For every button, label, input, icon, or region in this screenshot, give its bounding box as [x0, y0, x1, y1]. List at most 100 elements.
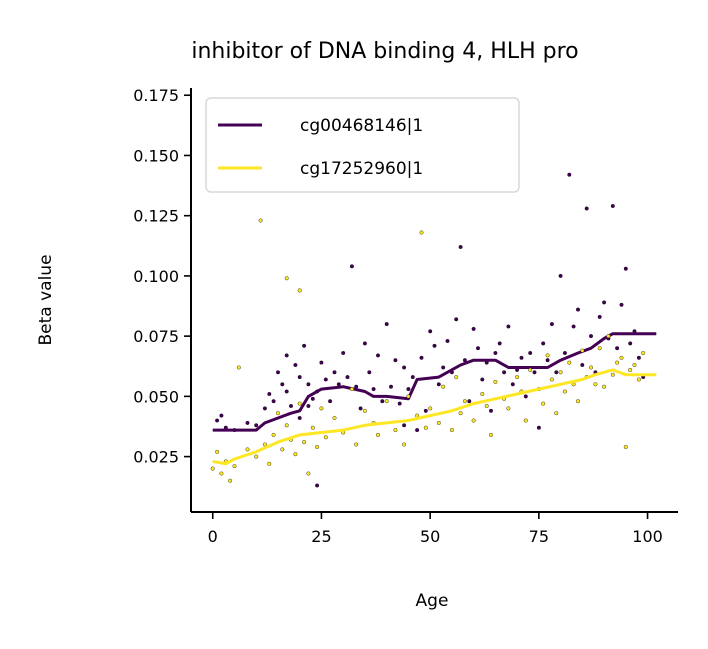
- data-point: [545, 353, 550, 358]
- data-point: [245, 447, 250, 452]
- data-point: [436, 382, 441, 387]
- data-point: [332, 370, 337, 375]
- data-point: [567, 360, 572, 365]
- data-point: [341, 351, 346, 355]
- data-point: [393, 428, 398, 433]
- data-point: [302, 440, 307, 445]
- data-point: [597, 314, 602, 319]
- data-point: [232, 464, 237, 469]
- data-point: [358, 406, 363, 411]
- data-point: [215, 449, 220, 454]
- data-point: [384, 399, 389, 404]
- data-point: [515, 375, 520, 380]
- data-point: [528, 367, 533, 372]
- data-point: [536, 425, 541, 430]
- data-point: [276, 411, 280, 416]
- data-point: [267, 392, 272, 396]
- data-point: [549, 322, 554, 327]
- data-point: [506, 406, 511, 411]
- data-point: [593, 382, 598, 387]
- data-point: [445, 339, 450, 343]
- data-point: [484, 404, 489, 408]
- data-point: [362, 341, 367, 346]
- data-point: [432, 343, 437, 348]
- data-point: [328, 399, 333, 404]
- data-point: [558, 273, 563, 278]
- data-point: [384, 322, 389, 327]
- data-point: [228, 478, 233, 483]
- data-point: [406, 394, 411, 399]
- data-point: [280, 447, 285, 452]
- data-point: [523, 418, 528, 423]
- data-point: [571, 324, 576, 329]
- data-point: [576, 399, 580, 404]
- data-point: [254, 454, 259, 459]
- data-point: [345, 375, 350, 380]
- data-point: [254, 423, 259, 428]
- x-tick-label: 50: [420, 527, 440, 546]
- data-point: [415, 428, 420, 433]
- data-point: [493, 379, 498, 384]
- data-point: [610, 372, 615, 377]
- x-tick-label: 100: [632, 527, 663, 546]
- data-point: [562, 351, 567, 355]
- data-point: [580, 348, 585, 353]
- data-point: [562, 389, 567, 394]
- data-point: [567, 172, 572, 177]
- data-point: [319, 360, 324, 365]
- data-point: [410, 375, 415, 380]
- data-point: [554, 411, 559, 416]
- data-point: [362, 408, 367, 413]
- data-point: [293, 452, 298, 457]
- data-point: [441, 384, 446, 389]
- data-point: [389, 384, 393, 389]
- data-point: [376, 353, 380, 358]
- data-point: [602, 300, 607, 305]
- data-point: [289, 404, 293, 408]
- data-point: [549, 377, 554, 382]
- data-point: [323, 377, 328, 382]
- legend-label-series-2: cg17252960|1: [300, 159, 423, 179]
- data-point: [615, 360, 620, 365]
- data-point: [615, 346, 620, 351]
- data-point: [310, 425, 315, 430]
- data-point: [297, 401, 302, 406]
- data-point: [393, 358, 398, 363]
- legend-label-series-1: cg00468146|1: [300, 116, 423, 136]
- series-1: [212, 172, 657, 488]
- data-point: [458, 245, 463, 249]
- data-point: [576, 307, 580, 312]
- data-point: [628, 367, 633, 372]
- data-point: [367, 370, 372, 375]
- y-tick-label: 0.125: [133, 207, 179, 226]
- data-point: [619, 302, 624, 307]
- data-point: [306, 471, 311, 476]
- y-ticks: 0.025 0.050 0.075 0.100 0.125 0.150 0.175: [133, 86, 191, 467]
- data-point: [489, 408, 493, 413]
- data-point: [584, 206, 589, 211]
- data-point: [523, 394, 528, 399]
- data-point: [402, 365, 407, 370]
- y-tick-label: 0.025: [133, 448, 179, 467]
- data-point: [397, 401, 402, 406]
- data-point: [580, 363, 585, 367]
- series-layer: [210, 172, 657, 488]
- data-point: [480, 392, 485, 396]
- legend: cg00468146|1 cg17252960|1: [205, 97, 520, 193]
- y-tick-label: 0.050: [133, 387, 179, 406]
- data-point: [276, 370, 280, 375]
- data-point: [623, 266, 628, 271]
- data-point: [271, 399, 276, 404]
- data-point: [623, 445, 628, 449]
- data-point: [610, 204, 615, 208]
- data-point: [315, 445, 320, 449]
- data-point: [262, 406, 267, 411]
- data-point: [284, 353, 289, 358]
- data-point: [380, 399, 385, 404]
- x-tick-label: 0: [208, 527, 218, 546]
- data-point: [458, 411, 463, 416]
- data-point: [541, 401, 546, 406]
- data-point: [306, 382, 311, 387]
- data-point: [641, 351, 646, 355]
- data-point: [589, 334, 593, 339]
